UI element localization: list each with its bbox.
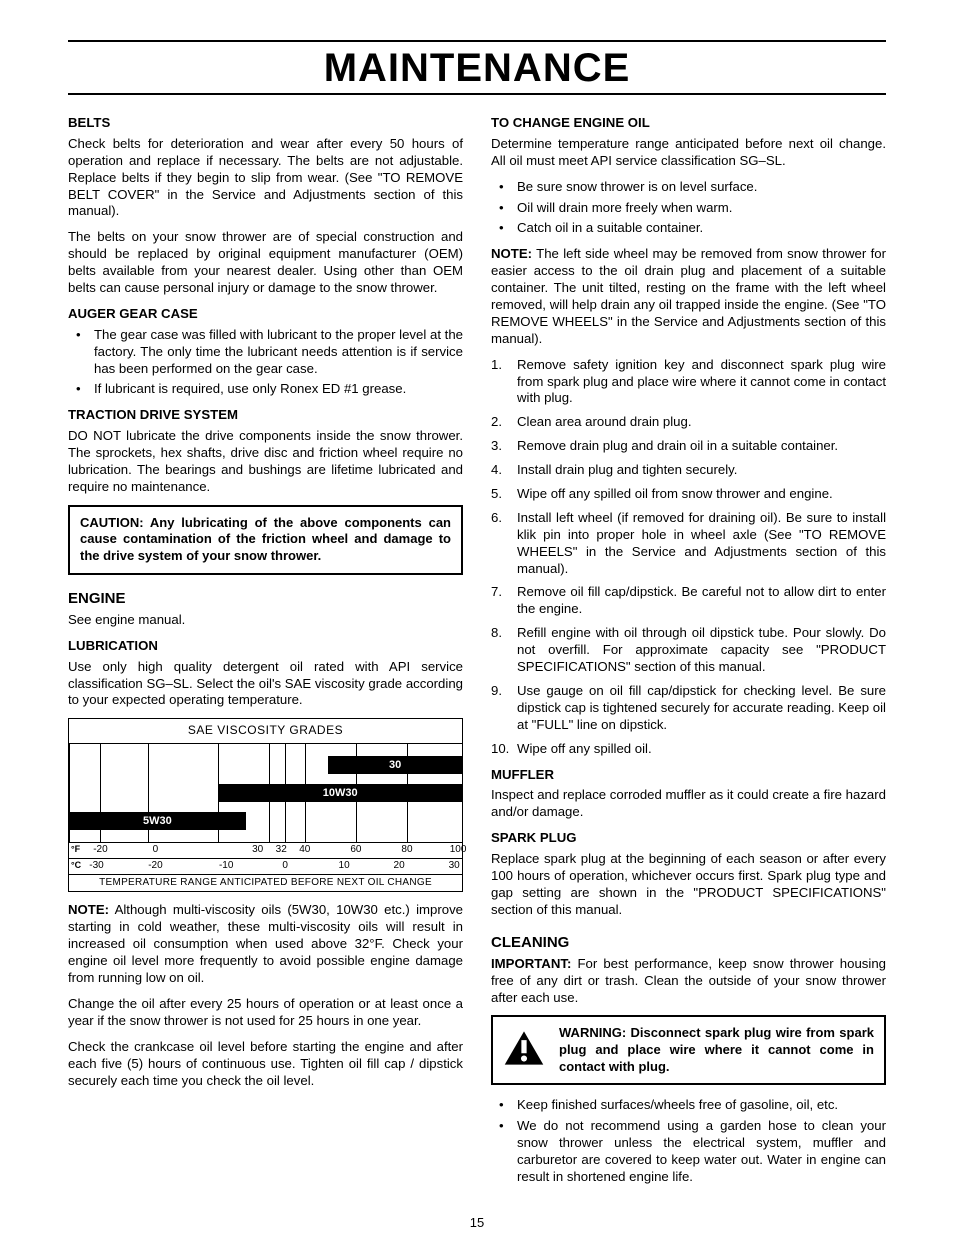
change-b1: Be sure snow thrower is on level surface…: [491, 179, 886, 196]
f-scale-row: °F -2003032406080100: [69, 842, 462, 858]
c-tick: -30: [89, 860, 103, 873]
chart-band-row: 5W30: [69, 812, 462, 830]
lub-p1: Use only high quality detergent oil rate…: [68, 659, 463, 710]
clean-head: CLEANING: [491, 933, 886, 952]
traction-p1: DO NOT lubricate the drive components in…: [68, 428, 463, 496]
chart-band-row: 10W30: [69, 784, 462, 802]
imp-label: IMPORTANT:: [491, 956, 571, 971]
note-label: NOTE:: [68, 902, 109, 917]
belts-head: BELTS: [68, 115, 463, 132]
change-p1: Determine temperature range anticipated …: [491, 136, 886, 170]
change-bullets: Be sure snow thrower is on level surface…: [491, 179, 886, 238]
change-b2: Oil will drain more freely when warm.: [491, 200, 886, 217]
columns: BELTS Check belts for deterioration and …: [68, 109, 886, 1195]
auger-b2: If lubricant is required, use only Ronex…: [68, 381, 463, 398]
step-8: Refill engine with oil through oil dipst…: [491, 625, 886, 676]
chart-title: SAE VISCOSITY GRADES: [69, 719, 462, 743]
clean-bullets: Keep finished surfaces/wheels free of ga…: [491, 1097, 886, 1185]
f-tick: 40: [299, 844, 310, 857]
change-head: TO CHANGE ENGINE OIL: [491, 115, 886, 132]
step-1: Remove safety ignition key and disconnec…: [491, 357, 886, 408]
spark-head: SPARK PLUG: [491, 830, 886, 847]
c-tick: 20: [394, 860, 405, 873]
lub-head: LUBRICATION: [68, 638, 463, 655]
oil-steps: Remove safety ignition key and disconnec…: [491, 357, 886, 758]
f-tick: 30: [252, 844, 263, 857]
f-tick: 0: [153, 844, 159, 857]
chart-caption: TEMPERATURE RANGE ANTICIPATED BEFORE NEX…: [69, 874, 462, 892]
left-column: BELTS Check belts for deterioration and …: [68, 109, 463, 1195]
note1-text: Although multi-viscosity oils (5W30, 10W…: [68, 902, 463, 985]
chart-band: 5W30: [69, 812, 246, 830]
c-tick: 30: [449, 860, 460, 873]
c-scale-row: °C -30 -20 -10 0 10 20 30: [69, 858, 462, 874]
bottom-rule: [68, 93, 886, 95]
f-unit: °F: [71, 844, 80, 856]
f-tick: 32: [276, 844, 287, 857]
c-tick: -10: [219, 860, 233, 873]
note2: NOTE: The left side wheel may be removed…: [491, 246, 886, 347]
clean-b2: We do not recommend using a garden hose …: [491, 1118, 886, 1186]
step-4: Install drain plug and tighten securely.: [491, 462, 886, 479]
f-tick: -20: [93, 844, 107, 857]
clean-b1: Keep finished surfaces/wheels free of ga…: [491, 1097, 886, 1114]
engine-head: ENGINE: [68, 589, 463, 608]
spark-p1: Replace spark plug at the beginning of e…: [491, 851, 886, 919]
page-number: 15: [68, 1215, 886, 1230]
change-b3: Catch oil in a suitable container.: [491, 220, 886, 237]
auger-head: AUGER GEAR CASE: [68, 306, 463, 323]
engine-p1: See engine manual.: [68, 612, 463, 629]
muffler-head: MUFFLER: [491, 767, 886, 784]
chart-band-row: 30: [69, 756, 462, 774]
note2-label: NOTE:: [491, 246, 532, 261]
viscosity-chart: SAE VISCOSITY GRADES 30 10W30 5W30 °F -20 0…: [68, 718, 463, 892]
traction-head: TRACTION DRIVE SYSTEM: [68, 407, 463, 424]
note2-text: The left side wheel may be removed from …: [491, 246, 886, 345]
step-9: Use gauge on oil fill cap/dipstick for c…: [491, 683, 886, 734]
step-10: Wipe off any spilled oil.: [491, 741, 886, 758]
step-7: Remove oil fill cap/dipstick. Be careful…: [491, 584, 886, 618]
chart-vline: [462, 744, 463, 842]
p-crank: Check the crankcase oil level before sta…: [68, 1039, 463, 1090]
f-tick: 60: [350, 844, 361, 857]
c-unit: °C: [71, 860, 81, 872]
caution-box: CAUTION: Any lubricating of the above co…: [68, 505, 463, 575]
c-tick: 10: [339, 860, 350, 873]
muffler-p1: Inspect and replace corroded muffler as …: [491, 787, 886, 821]
warning-text: WARNING: Disconnect spark plug wire from…: [559, 1025, 874, 1075]
c-tick: -20: [148, 860, 162, 873]
chart-band: 30: [328, 756, 462, 774]
clean-imp: IMPORTANT: For best performance, keep sn…: [491, 956, 886, 1007]
step-3: Remove drain plug and drain oil in a sui…: [491, 438, 886, 455]
warning-icon: [503, 1029, 545, 1072]
chart-band: 10W30: [218, 784, 462, 802]
f-tick: 100: [450, 844, 467, 857]
warning-box: WARNING: Disconnect spark plug wire from…: [491, 1015, 886, 1085]
step-2: Clean area around drain plug.: [491, 414, 886, 431]
chart-grid: 30 10W30 5W30: [69, 744, 462, 842]
step-5: Wipe off any spilled oil from snow throw…: [491, 486, 886, 503]
f-tick: 80: [401, 844, 412, 857]
c-tick: 0: [282, 860, 288, 873]
page: MAINTENANCE BELTS Check belts for deteri…: [0, 0, 954, 1260]
belts-p2: The belts on your snow thrower are of sp…: [68, 229, 463, 297]
right-column: TO CHANGE ENGINE OIL Determine temperatu…: [491, 109, 886, 1195]
belts-p1: Check belts for deterioration and wear a…: [68, 136, 463, 220]
auger-b1: The gear case was filled with lubricant …: [68, 327, 463, 378]
p-change: Change the oil after every 25 hours of o…: [68, 996, 463, 1030]
step-6: Install left wheel (if removed for drain…: [491, 510, 886, 578]
note1: NOTE: Although multi-viscosity oils (5W3…: [68, 902, 463, 986]
top-rule: [68, 40, 886, 42]
page-title: MAINTENANCE: [68, 46, 886, 91]
auger-list: The gear case was filled with lubricant …: [68, 327, 463, 399]
